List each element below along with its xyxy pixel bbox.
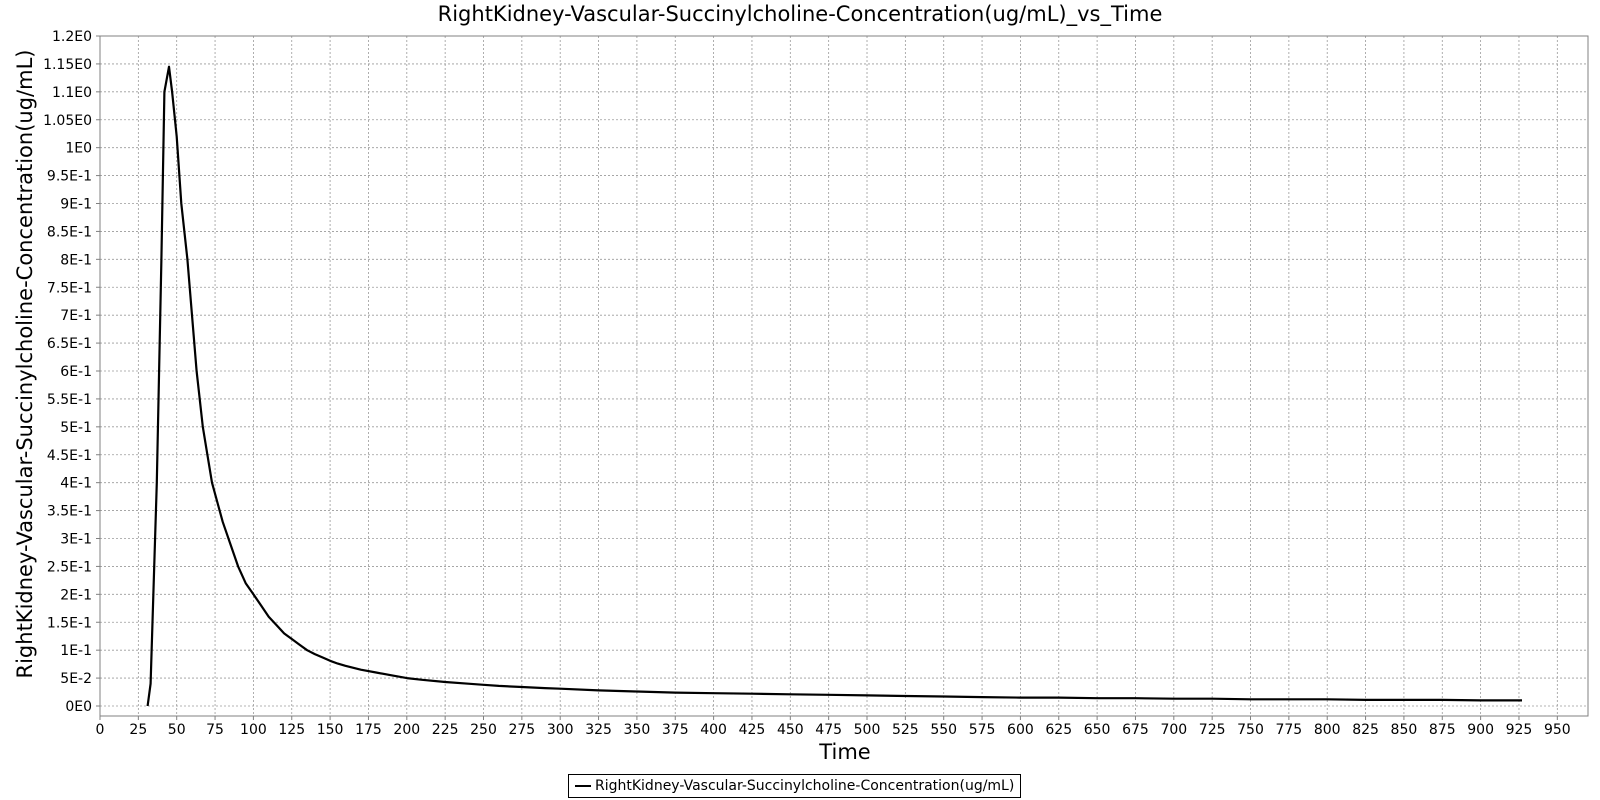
x-tick-label: 300 [547,722,574,738]
x-tick-label: 725 [1199,722,1226,738]
axes [96,35,1558,720]
y-tick-label: 1.2E0 [52,29,92,45]
x-axis-label: Time [819,740,871,764]
x-tick-label: 100 [240,722,267,738]
x-tick-label: 275 [508,722,535,738]
x-tick-label: 675 [1122,722,1149,738]
y-tick-label: 2E-1 [60,587,92,603]
x-tick-label: 125 [278,722,305,738]
grid-lines [100,35,1588,716]
series-line [146,65,1522,707]
series-layer [146,65,1522,707]
x-tick-label: 150 [317,722,344,738]
x-tick-label: 350 [624,722,651,738]
x-tick-label: 875 [1429,722,1456,738]
y-tick-label: 9.5E-1 [47,169,92,185]
tick-labels: 0 25 50 75 100 125 150 175 200 225 250 275 300 325 350… [43,29,1571,738]
x-tick-label: 25 [129,722,147,738]
x-tick-label: 250 [470,722,497,738]
x-tick-label: 900 [1467,722,1494,738]
x-tick-label: 450 [777,722,804,738]
x-tick-label: 750 [1237,722,1264,738]
x-tick-label: 950 [1544,722,1571,738]
legend: RightKidney-Vascular-Succinylcholine-Con… [568,774,1022,798]
y-tick-label: 1.15E0 [43,57,92,73]
chart-title: RightKidney-Vascular-Succinylcholine-Con… [437,2,1163,26]
x-tick-label: 525 [892,722,919,738]
x-tick-label: 500 [854,722,881,738]
y-tick-label: 3E-1 [60,532,92,548]
y-tick-label: 1.05E0 [43,113,92,129]
y-tick-label: 1.5E-1 [47,615,92,631]
x-tick-label: 0 [96,722,105,738]
x-tick-label: 650 [1084,722,1111,738]
y-tick-label: 9E-1 [60,197,92,213]
x-tick-label: 50 [168,722,186,738]
x-tick-label: 550 [930,722,957,738]
y-tick-label: 1E0 [65,141,92,157]
y-tick-label: 6.5E-1 [47,336,92,352]
x-tick-label: 800 [1314,722,1341,738]
x-tick-label: 575 [969,722,996,738]
x-tick-label: 175 [355,722,382,738]
y-tick-label: 1.1E0 [52,85,92,101]
x-tick-label: 625 [1045,722,1072,738]
x-tick-label: 925 [1506,722,1533,738]
x-tick-label: 475 [815,722,842,738]
plot-area [99,35,1589,717]
y-axis-label: RightKidney-Vascular-Succinylcholine-Con… [13,49,37,679]
x-tick-label: 600 [1007,722,1034,738]
y-tick-label: 0E0 [65,699,92,715]
x-tick-label: 700 [1160,722,1187,738]
y-tick-label: 6E-1 [60,364,92,380]
legend-swatch [575,785,591,787]
y-tick-label: 8E-1 [60,252,92,268]
y-tick-label: 3.5E-1 [47,504,92,520]
y-tick-label: 5.5E-1 [47,392,92,408]
x-tick-label: 400 [700,722,727,738]
x-tick-label: 850 [1391,722,1418,738]
x-tick-label: 200 [393,722,420,738]
y-tick-label: 7E-1 [60,308,92,324]
y-tick-label: 5E-1 [60,420,92,436]
y-tick-label: 7.5E-1 [47,280,92,296]
x-tick-label: 825 [1352,722,1379,738]
y-tick-label: 5E-2 [60,671,92,687]
x-tick-label: 775 [1275,722,1302,738]
x-tick-label: 425 [739,722,766,738]
x-tick-label: 225 [432,722,459,738]
y-tick-label: 8.5E-1 [47,224,92,240]
x-tick-label: 75 [206,722,224,738]
y-tick-label: 1E-1 [60,643,92,659]
x-tick-label: 325 [585,722,612,738]
x-tick-label: 375 [662,722,689,738]
y-tick-label: 4E-1 [60,476,92,492]
y-tick-label: 4.5E-1 [47,448,92,464]
y-tick-label: 2.5E-1 [47,559,92,575]
legend-label: RightKidney-Vascular-Succinylcholine-Con… [595,778,1015,794]
